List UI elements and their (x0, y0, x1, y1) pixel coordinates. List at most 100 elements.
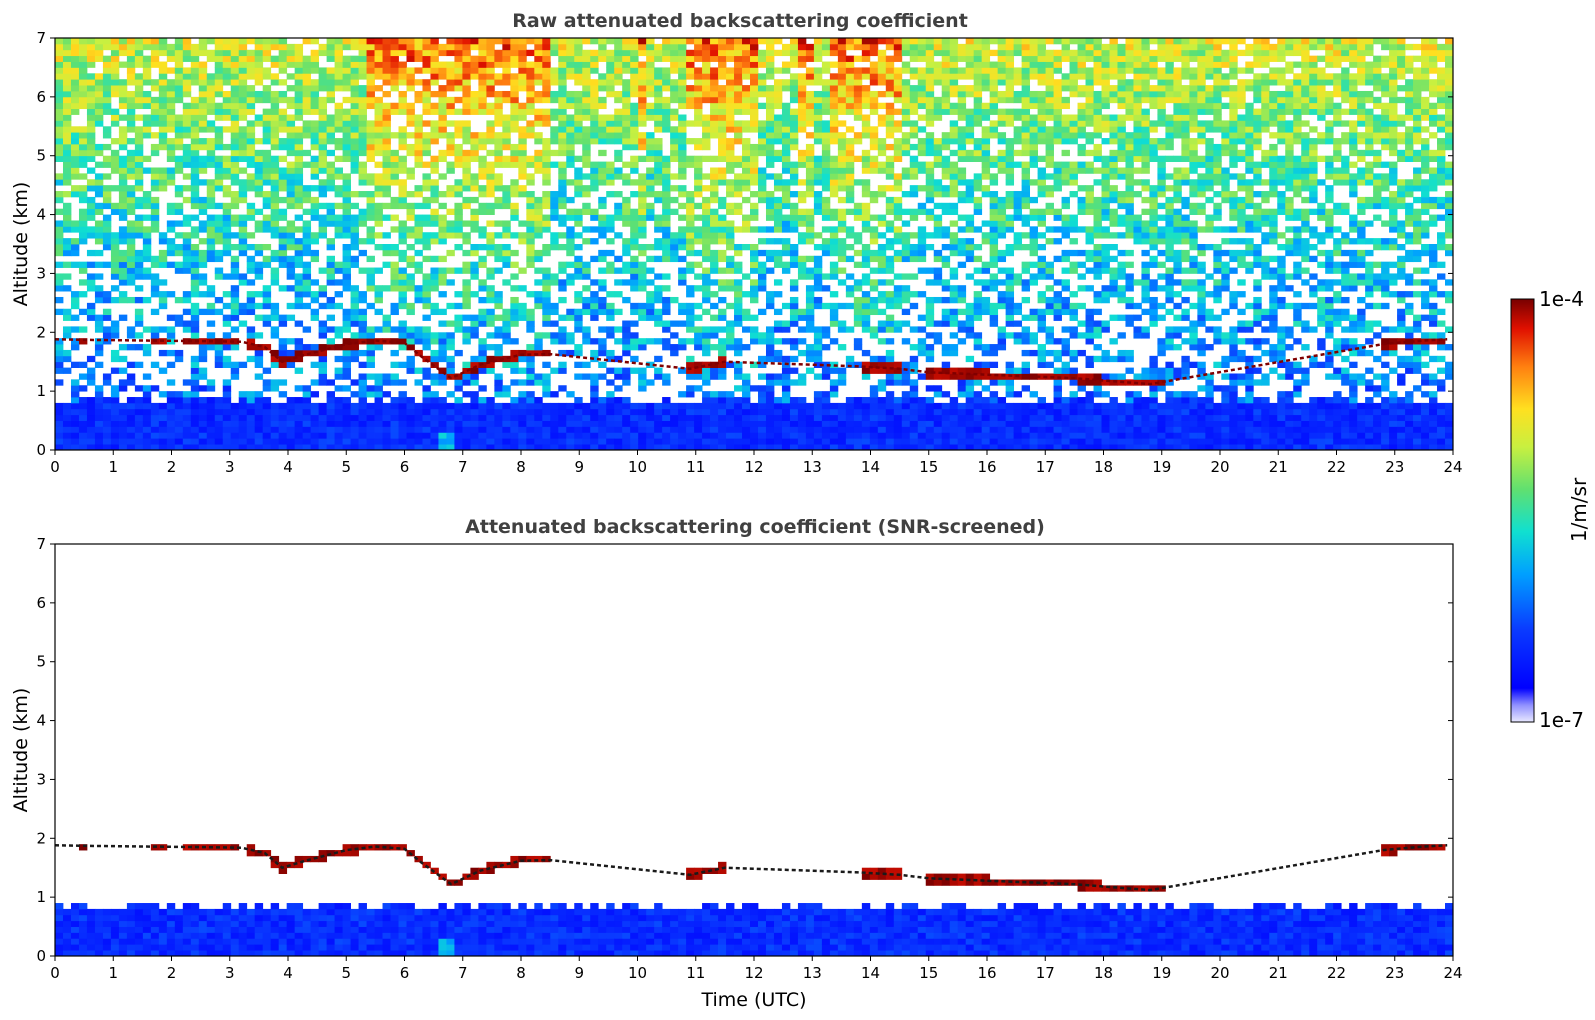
raw-heatmap-cell (734, 191, 743, 198)
raw-heatmap-cell (142, 420, 152, 427)
raw-heatmap-cell (773, 379, 783, 386)
raw-heatmap-cell (486, 120, 495, 127)
raw-heatmap-cell (845, 73, 855, 80)
raw-heatmap-cell (310, 414, 320, 421)
raw-heatmap-cell (845, 167, 855, 174)
raw-heatmap-cell (102, 143, 112, 151)
raw-heatmap-cell (510, 73, 519, 80)
raw-heatmap-cell (262, 214, 272, 221)
raw-heatmap-cell (574, 361, 583, 368)
raw-heatmap-cell (55, 232, 64, 239)
raw-heatmap-cell (750, 114, 759, 121)
raw-heatmap-cell (558, 102, 567, 110)
raw-heatmap-cell (686, 138, 695, 145)
raw-heatmap-cell (406, 167, 415, 174)
raw-heatmap-cell (126, 244, 136, 251)
raw-heatmap-cell (486, 291, 495, 298)
raw-heatmap-cell (614, 255, 623, 263)
raw-heatmap-cell (829, 273, 839, 280)
raw-heatmap-cell (853, 397, 863, 404)
raw-heatmap-cell (262, 344, 272, 351)
raw-heatmap-cell (486, 432, 495, 439)
raw-heatmap-cell (254, 90, 264, 98)
raw-heatmap-cell (302, 414, 312, 421)
raw-heatmap-cell (670, 49, 679, 57)
raw-heatmap-cell (558, 438, 567, 445)
raw-heatmap-cell (614, 73, 623, 80)
raw-heatmap-cell (805, 408, 815, 416)
raw-heatmap-cell (150, 185, 160, 192)
raw-heatmap-cell (773, 373, 783, 380)
raw-heatmap-cell (805, 155, 815, 162)
raw-heatmap-cell (238, 320, 248, 327)
raw-heatmap-cell (302, 261, 312, 268)
raw-heatmap-cell (694, 73, 703, 80)
raw-heatmap-cell (118, 167, 128, 174)
raw-heatmap-cell (837, 320, 847, 327)
raw-heatmap-cell (678, 132, 687, 139)
raw-heatmap-cell (446, 249, 455, 257)
raw-heatmap-cell (574, 232, 583, 239)
raw-heatmap-cell (158, 438, 168, 445)
raw-heatmap-cell (478, 38, 487, 45)
raw-heatmap-cell (821, 61, 831, 68)
raw-heatmap-cell (118, 367, 128, 374)
raw-heatmap-cell (598, 220, 607, 227)
raw-heatmap-cell (390, 438, 399, 445)
raw-heatmap-cell (686, 120, 695, 127)
raw-heatmap-cell (246, 208, 256, 215)
raw-heatmap-cell (526, 414, 535, 421)
raw-heatmap-cell (438, 279, 447, 286)
raw-heatmap-cell (262, 226, 272, 233)
raw-heatmap-cell (438, 308, 447, 316)
raw-heatmap-cell (694, 226, 703, 233)
raw-heatmap-cell (726, 267, 735, 274)
raw-heatmap-cell (446, 232, 455, 239)
raw-heatmap-cell (542, 249, 551, 257)
raw-heatmap-cell (350, 202, 359, 210)
raw-heatmap-cell (214, 126, 224, 133)
raw-heatmap-cell (518, 49, 527, 57)
raw-heatmap-cell (662, 85, 671, 92)
raw-heatmap-cell (78, 161, 88, 168)
raw-heatmap-cell (158, 414, 168, 421)
raw-heatmap-cell (278, 444, 288, 451)
raw-heatmap-cell (118, 155, 128, 162)
raw-heatmap-cell (734, 291, 743, 298)
raw-heatmap-cell (70, 102, 80, 110)
raw-heatmap-cell (78, 49, 88, 57)
raw-heatmap-cell (126, 49, 136, 57)
raw-heatmap-cell (781, 61, 791, 68)
raw-heatmap-cell (246, 296, 256, 304)
raw-heatmap-cell (126, 108, 136, 115)
raw-heatmap-cell (781, 191, 791, 198)
raw-heatmap-cell (821, 326, 831, 333)
raw-heatmap-cell (406, 114, 415, 121)
raw-heatmap-cell (350, 432, 359, 439)
raw-heatmap-cell (270, 379, 280, 386)
raw-heatmap-cell (110, 320, 120, 327)
raw-heatmap-cell (118, 426, 128, 433)
raw-heatmap-cell (590, 167, 599, 174)
raw-heatmap-cell (710, 420, 719, 427)
raw-heatmap-cell (789, 49, 799, 57)
raw-heatmap-cell (606, 397, 615, 404)
raw-heatmap-cell (262, 255, 272, 263)
raw-heatmap-cell (510, 191, 519, 198)
raw-heatmap-cell (742, 73, 751, 80)
raw-heatmap-cell (478, 49, 487, 57)
raw-heatmap-cell (638, 244, 647, 251)
raw-heatmap-cell (494, 90, 503, 98)
raw-heatmap-cell (566, 214, 575, 221)
raw-heatmap-cell (62, 332, 72, 339)
raw-heatmap-cell (486, 426, 495, 433)
raw-heatmap-cell (350, 344, 359, 351)
raw-heatmap-cell (726, 149, 735, 157)
raw-heatmap-cell (789, 244, 799, 251)
raw-heatmap-cell (518, 132, 527, 139)
raw-heatmap-cell (86, 226, 96, 233)
raw-heatmap-cell (238, 114, 248, 121)
raw-heatmap-cell (718, 138, 727, 145)
raw-heatmap-cell (286, 220, 296, 227)
raw-heatmap-cell (726, 402, 735, 410)
